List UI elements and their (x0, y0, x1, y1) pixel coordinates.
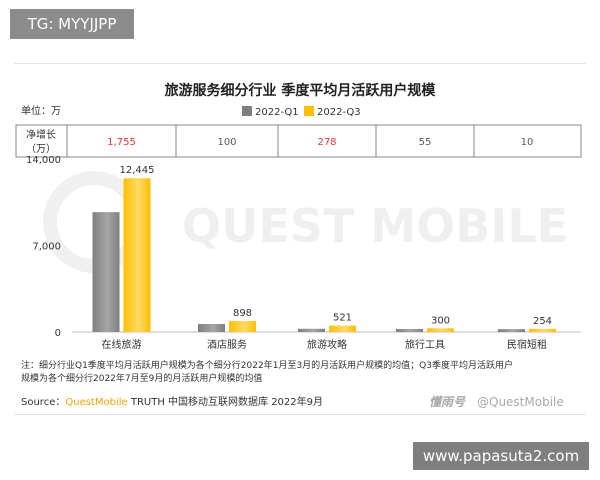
y-tick-label: 0 (55, 328, 61, 339)
x-tick-label: 民宿短租 (507, 338, 547, 351)
site-watermark: www.papasuta2.com (413, 442, 589, 470)
source-prefix: Source： (21, 397, 65, 408)
x-tick-label: 酒店服务 (207, 338, 247, 351)
x-axis-labels: 在线旅游 酒店服务 旅游攻略 旅行工具 民宿短租 (102, 338, 548, 351)
note-line-2: 规模为各个细分行2022年7月至9月的月活跃用户规模的均值 (21, 372, 262, 384)
tag-label: TG: MYYJJPP (10, 9, 134, 39)
data-label-q3: 300 (431, 315, 450, 326)
source-line: Source：QuestMobile TRUTH 中国移动互联网数据库 2022… (21, 395, 323, 408)
growth-row-label: 净增长 (26, 128, 56, 141)
y-axis: 0 7,000 14,000 (26, 155, 61, 339)
growth-row-unit: （万） (26, 143, 56, 155)
footer-brand-mark: 懂雨号 (429, 395, 466, 409)
data-label-q3: 898 (233, 308, 252, 319)
x-tick-label: 旅游攻略 (307, 338, 347, 351)
y-tick-label: 14,000 (26, 155, 61, 166)
growth-value: 10 (521, 137, 534, 148)
legend-swatch-q3 (304, 106, 314, 116)
note-line-1: 注：细分行业Q1季度平均月活跃用户规模为各个细分行2022年1月至3月的月活跃用… (21, 359, 513, 371)
data-label-q3: 254 (533, 316, 552, 327)
growth-value: 1,755 (107, 137, 136, 148)
data-labels: 12,445 898 521 300 254 (120, 165, 553, 327)
legend: 2022-Q1 2022-Q3 (242, 106, 361, 118)
source-rest: TRUTH 中国移动互联网数据库 2022年9月 (128, 395, 323, 408)
bar-q1 (498, 329, 525, 332)
growth-table: 净增长 （万） 1,755 100 278 55 10 (15, 124, 582, 158)
growth-value: 55 (419, 137, 432, 148)
bar-q3 (229, 320, 256, 332)
bar-q3 (529, 328, 556, 332)
bar-q3 (123, 178, 151, 332)
bar-q3 (427, 328, 454, 332)
source-brand: QuestMobile (65, 397, 127, 408)
watermark-text: QUEST MOBILE (182, 199, 568, 253)
bars (92, 178, 556, 332)
chart-card: QUEST MOBILE 旅游服务细分行业 季度平均月活跃用户规模 单位：万 2… (14, 63, 586, 415)
legend-label-q3: 2022-Q3 (317, 107, 361, 118)
y-tick-label: 7,000 (32, 242, 61, 253)
footer-logo: @QuestMobile (477, 395, 564, 409)
legend-label-q1: 2022-Q1 (255, 107, 299, 118)
data-label-q3: 12,445 (120, 165, 155, 176)
bar-q3 (329, 325, 356, 332)
bar-q1 (396, 328, 423, 332)
bar-q1 (198, 323, 225, 332)
x-tick-label: 在线旅游 (102, 338, 142, 351)
bar-q1 (92, 212, 120, 332)
growth-value: 100 (217, 137, 236, 148)
unit-label: 单位：万 (21, 104, 61, 117)
bar-q1 (298, 328, 325, 332)
chart-title: 旅游服务细分行业 季度平均月活跃用户规模 (165, 82, 437, 99)
growth-value: 278 (317, 137, 336, 148)
x-tick-label: 旅行工具 (405, 338, 445, 351)
data-label-q3: 521 (333, 313, 352, 324)
bar-chart: QUEST MOBILE 旅游服务细分行业 季度平均月活跃用户规模 单位：万 2… (15, 82, 582, 409)
legend-swatch-q1 (242, 106, 252, 116)
